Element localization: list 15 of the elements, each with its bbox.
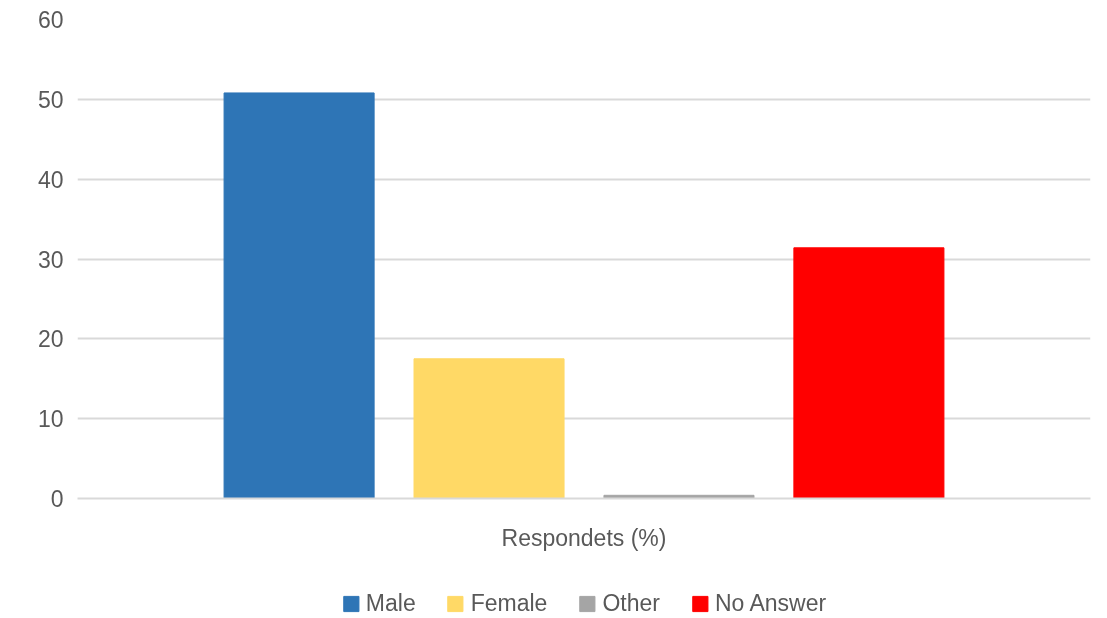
- y-tick-label: 40: [37, 166, 64, 193]
- y-tick-label: 10: [37, 406, 64, 433]
- y-tick-label: 30: [37, 246, 64, 273]
- y-tick-label: 0: [50, 486, 64, 512]
- bar: [413, 358, 565, 499]
- y-tick-label: 60: [37, 7, 64, 33]
- x-tick-label: Respondets (%): [501, 524, 667, 551]
- legend-label: Male: [365, 590, 416, 617]
- bar: [793, 247, 945, 499]
- y-tick-label: 20: [37, 326, 64, 353]
- legend-label: Other: [602, 590, 660, 617]
- legend-label: Female: [470, 590, 548, 617]
- bar: [223, 92, 375, 499]
- y-tick-label: 50: [37, 86, 64, 113]
- legend-label: No Answer: [714, 590, 827, 617]
